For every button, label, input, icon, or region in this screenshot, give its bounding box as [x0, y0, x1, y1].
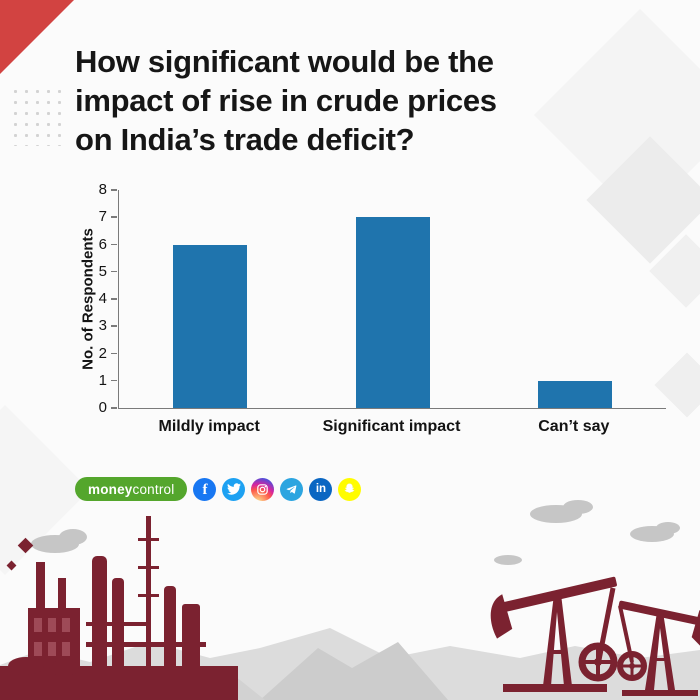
y-tick-mark	[111, 216, 117, 218]
category-labels: Mildly impact Significant impact Can’t say	[118, 418, 665, 440]
pumpjack-right	[617, 600, 700, 696]
industrial-silhouette-scene	[0, 500, 700, 700]
plot-area: 0 1 2 3 4 5 6 7 8	[99, 181, 666, 416]
y-tick-mark	[111, 189, 117, 191]
title-line-1: How significant would be the	[75, 44, 494, 79]
brand-money: money	[88, 481, 133, 497]
y-tick-mark	[111, 270, 117, 273]
dot-pattern-decoration	[10, 86, 68, 146]
y-tick-label: 5	[98, 262, 107, 280]
y-tick-mark	[111, 298, 117, 300]
linkedin-icon[interactable]: in	[309, 477, 333, 501]
bar-mildly-impact	[173, 244, 248, 408]
instagram-icon[interactable]	[251, 477, 275, 501]
y-tick-label: 2	[98, 344, 107, 362]
y-tick-label: 1	[98, 371, 107, 389]
twitter-icon[interactable]	[222, 477, 246, 501]
category-label: Significant impact	[322, 418, 461, 435]
clouds	[31, 500, 680, 565]
bar-can-t-say	[537, 380, 612, 408]
chart-title: How significant would be the impact of r…	[75, 42, 497, 159]
refinery-windows	[34, 618, 70, 656]
refinery-silhouette	[0, 516, 238, 700]
snapchat-icon[interactable]	[338, 477, 362, 501]
y-tick-label: 6	[98, 235, 107, 253]
brand-control: control	[132, 481, 175, 497]
y-tick-label: 8	[98, 181, 107, 198]
title-line-2: impact of rise in crude prices	[75, 83, 497, 118]
corner-triangle-decoration	[0, 0, 74, 74]
y-tick-mark	[111, 325, 117, 327]
y-tick-label: 4	[98, 290, 107, 307]
telegram-icon[interactable]	[280, 477, 304, 501]
linkedin-glyph: in	[315, 483, 327, 495]
bar-significant-impact	[355, 217, 430, 408]
y-tick-label: 3	[98, 317, 107, 335]
telegram-plane-glyph	[287, 484, 297, 494]
twitter-bird-glyph	[226, 483, 241, 495]
facebook-icon[interactable]: f	[193, 477, 217, 501]
category-label: Mildly impact	[158, 418, 260, 435]
footer-brand-row: money control f in	[75, 476, 362, 502]
y-tick-mark	[111, 407, 117, 409]
y-tick-label: 7	[98, 208, 107, 226]
category-label: Can’t say	[538, 418, 610, 435]
instagram-camera-glyph	[257, 483, 269, 495]
snapchat-ghost-glyph	[345, 482, 355, 493]
y-tick-mark	[111, 352, 117, 355]
pumpjack-left	[490, 576, 618, 692]
facebook-glyph: f	[202, 481, 208, 498]
title-line-3: on India’s trade deficit?	[75, 122, 415, 157]
y-tick-mark	[111, 379, 117, 382]
moneycontrol-logo: money control	[75, 477, 188, 501]
y-tick-label: 0	[98, 399, 107, 416]
y-tick-mark	[111, 243, 117, 246]
